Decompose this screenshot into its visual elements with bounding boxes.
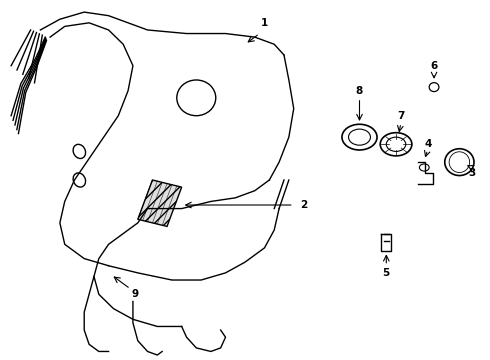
Text: 6: 6 [430, 61, 438, 71]
Text: 3: 3 [468, 168, 475, 178]
Text: 4: 4 [424, 139, 431, 149]
Text: 1: 1 [261, 18, 268, 28]
Polygon shape [138, 180, 182, 226]
Text: 2: 2 [300, 200, 307, 210]
Text: 8: 8 [356, 86, 363, 96]
Text: 5: 5 [383, 268, 390, 278]
Text: 9: 9 [132, 289, 139, 299]
Text: 7: 7 [397, 111, 405, 121]
